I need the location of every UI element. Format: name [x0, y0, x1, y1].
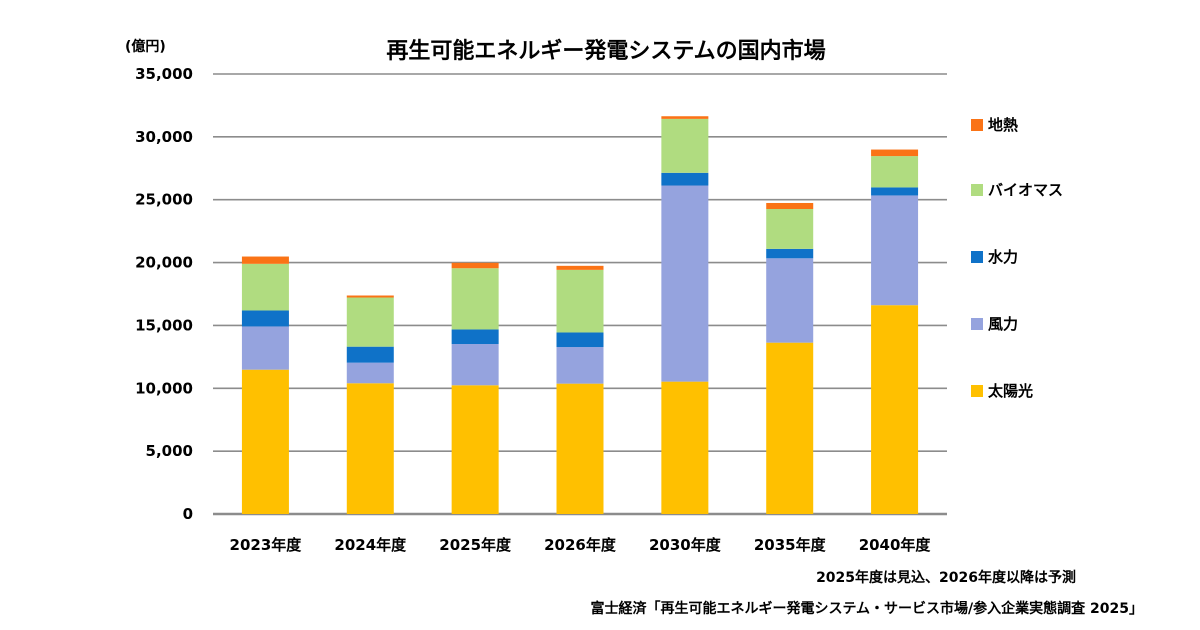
legend-item: バイオマス [971, 181, 1063, 199]
bar-stack [871, 149, 919, 514]
bar-segment [871, 195, 919, 306]
bar-stack [556, 265, 604, 514]
x-tick-label: 2024年度 [334, 536, 407, 554]
legend-label: 風力 [988, 315, 1018, 333]
bar-segment [346, 383, 394, 514]
bar-segment [346, 346, 394, 363]
bar-segment [871, 305, 919, 514]
legend-label: 太陽光 [988, 382, 1033, 400]
y-tick-label: 35,000 [135, 65, 193, 83]
legend-swatch [971, 119, 983, 131]
forecast-note: 2025年度は見込、2026年度以降は予測 [816, 569, 1076, 586]
x-tick-label: 2023年度 [230, 536, 303, 554]
legend-label: 水力 [988, 248, 1018, 266]
bar-segment [346, 362, 394, 384]
x-tick-label: 2030年度 [649, 536, 722, 554]
bar-segment [451, 344, 499, 386]
bar-segment [661, 116, 709, 119]
legend-swatch [971, 385, 983, 397]
bar-segment [556, 269, 604, 333]
legend-item: 太陽光 [971, 382, 1033, 400]
bar-segment [766, 209, 814, 249]
y-tick-label: 30,000 [135, 128, 193, 146]
bar-segment [241, 369, 289, 514]
bar-segment [871, 187, 919, 196]
bar-segment [241, 256, 289, 264]
bar-segment [871, 156, 919, 188]
bar-segment [766, 342, 814, 514]
y-axis-unit-label: (億円) [125, 38, 166, 55]
bar-segment [661, 118, 709, 173]
bar-segment [451, 385, 499, 514]
bar-segment [241, 263, 289, 311]
bar-segment [556, 383, 604, 514]
y-tick-label: 0 [183, 505, 193, 523]
bar-segment [451, 262, 499, 269]
bar-segment [556, 265, 604, 270]
bar-segment [661, 185, 709, 382]
bar-segment [451, 268, 499, 330]
legend-item: 地熱 [971, 116, 1018, 134]
bar-segment [766, 202, 814, 210]
bar-segment [661, 172, 709, 186]
legend-swatch [971, 318, 983, 330]
bar-segment [766, 258, 814, 343]
bar-segment [346, 295, 394, 298]
y-tick-label: 10,000 [135, 379, 193, 397]
x-tick-label: 2026年度 [544, 536, 617, 554]
bar-stack [241, 256, 289, 514]
bar-segment [766, 248, 814, 259]
legend-item: 水力 [971, 248, 1018, 266]
bar-segment [556, 347, 604, 384]
x-tick-label: 2040年度 [859, 536, 932, 554]
x-tick-label: 2035年度 [754, 536, 827, 554]
bar-segment [451, 329, 499, 345]
bar-stack [661, 116, 709, 514]
bar-segment [556, 332, 604, 348]
chart-title: 再生可能エネルギー発電システムの国内市場 [386, 38, 825, 64]
bar-segment [241, 310, 289, 327]
bar-segment [241, 326, 289, 370]
y-tick-label: 25,000 [135, 191, 193, 209]
legend-swatch [971, 251, 983, 263]
bar-segment [871, 149, 919, 157]
legend-item: 風力 [971, 315, 1018, 333]
bar-stack [451, 262, 499, 514]
legend-swatch [971, 184, 983, 196]
x-tick-label: 2025年度 [439, 536, 512, 554]
y-tick-label: 20,000 [135, 254, 193, 272]
bar-segment [346, 297, 394, 347]
y-tick-label: 15,000 [135, 316, 193, 334]
legend-label: バイオマス [988, 181, 1063, 199]
bar-segment [661, 381, 709, 514]
source-note: 富士経済「再生可能エネルギー発電システム・サービス市場/参入企業実態調査 202… [590, 600, 1143, 617]
legend-label: 地熱 [988, 116, 1018, 134]
y-tick-label: 5,000 [146, 442, 193, 460]
bar-stack [766, 202, 814, 514]
bar-stack [346, 295, 394, 514]
